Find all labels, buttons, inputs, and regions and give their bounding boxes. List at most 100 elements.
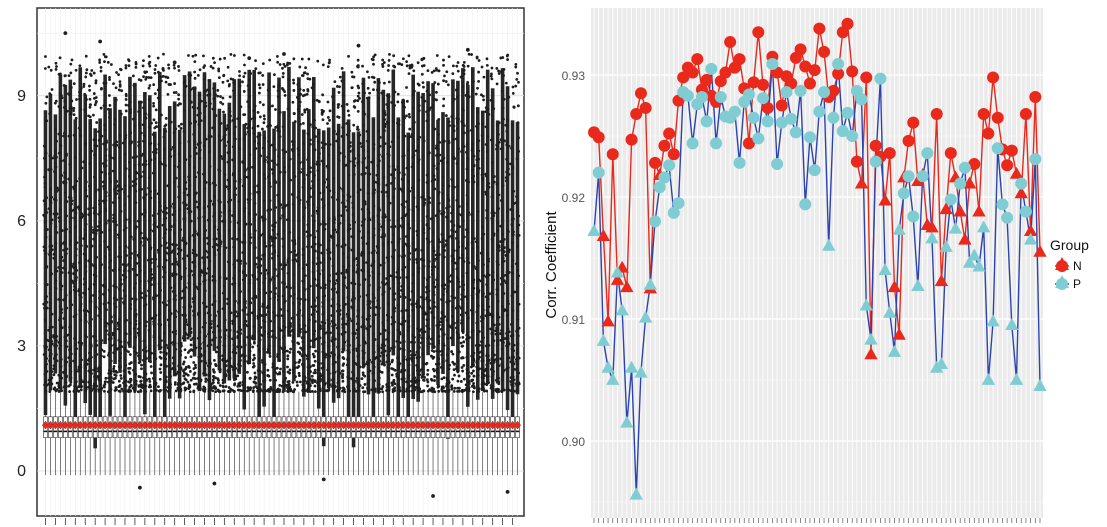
boxplot-outlier (174, 309, 178, 313)
boxplot-outlier (398, 276, 402, 280)
boxplot-outlier (129, 110, 132, 114)
boxplot-outlier (342, 194, 345, 198)
boxplot-outlier (370, 360, 374, 364)
boxplot-outlier (440, 353, 444, 357)
boxplot-outlier (228, 107, 231, 110)
boxplot-outlier (453, 373, 456, 377)
boxplot-outlier (365, 261, 369, 264)
boxplot-outlier (123, 250, 127, 254)
boxplot-outlier (282, 294, 286, 298)
boxplot-outlier (128, 186, 132, 190)
boxplot-outlier (98, 58, 102, 62)
boxplot-outlier (292, 354, 296, 358)
boxplot-outlier (296, 147, 300, 151)
boxplot-outlier (397, 366, 400, 370)
boxplot-outlier (55, 190, 59, 193)
boxplot-outlier (336, 198, 339, 202)
boxplot-outlier (271, 362, 275, 366)
boxplot-outlier (460, 344, 464, 348)
boxplot-outlier (387, 385, 391, 389)
boxplot-outlier (347, 388, 351, 392)
boxplot-outlier (350, 281, 354, 285)
boxplot-outlier (72, 133, 76, 137)
boxplot-outlier (208, 259, 212, 263)
boxplot-outlier (232, 81, 236, 85)
boxplot-outlier (211, 338, 215, 342)
boxplot-outlier (44, 364, 47, 368)
boxplot-outlier (226, 140, 230, 144)
boxplot-outlier (65, 345, 69, 349)
boxplot-outlier (308, 339, 312, 343)
boxplot-outlier (202, 54, 205, 58)
boxplot-outlier (239, 259, 243, 263)
boxplot-outlier (321, 118, 325, 122)
boxplot-outlier (110, 320, 113, 324)
boxplot-outlier (301, 389, 305, 392)
boxplot-outlier (189, 88, 193, 91)
boxplot-outlier (60, 174, 64, 177)
boxplot-outlier (234, 367, 238, 370)
boxplot-outlier (219, 121, 223, 125)
boxplot-outlier (292, 390, 296, 394)
boxplot-outlier (336, 115, 340, 119)
boxplot-outlier-column (133, 82, 137, 392)
boxplot-outlier (178, 141, 182, 145)
boxplot-outlier (59, 143, 63, 147)
boxplot-outlier (141, 386, 145, 390)
boxplot-outlier (109, 180, 112, 184)
boxplot-outlier (65, 247, 69, 251)
boxplot-outlier (154, 357, 158, 361)
boxplot-outlier (65, 200, 69, 203)
boxplot-outlier (193, 371, 197, 375)
boxplot-outlier (143, 210, 147, 214)
boxplot-outlier (108, 346, 112, 350)
boxplot-outlier (124, 66, 128, 70)
boxplot-outlier (147, 125, 151, 129)
boxplot-outlier (111, 333, 115, 337)
boxplot-outlier (201, 256, 205, 260)
boxplot-outlier (457, 374, 461, 378)
boxplot-outlier (237, 382, 241, 386)
boxplot-outlier (68, 162, 72, 166)
boxplot-outlier (291, 100, 295, 104)
boxplot-outlier (372, 159, 376, 163)
boxplot-outlier (385, 383, 389, 387)
boxplot-outlier (256, 190, 259, 194)
boxplot-outlier (432, 281, 436, 284)
boxplot-outlier (466, 360, 470, 364)
boxplot-outlier (398, 389, 402, 393)
boxplot-outlier (117, 73, 120, 77)
boxplot-outlier (211, 303, 215, 307)
boxplot-outlier (350, 377, 354, 381)
boxplot-outlier (80, 358, 83, 362)
boxplot-outlier (221, 357, 225, 361)
boxplot-outlier (269, 124, 272, 128)
boxplot-outlier (104, 148, 108, 151)
boxplot-outlier (84, 71, 88, 75)
boxplot-outlier (58, 208, 62, 212)
boxplot-outlier (451, 196, 455, 199)
boxplot-outlier (429, 354, 433, 358)
boxplot-outlier (322, 275, 326, 279)
boxplot-outlier (154, 64, 158, 67)
boxplot-outlier (299, 122, 302, 126)
boxplot-outlier (410, 379, 413, 383)
boxplot-outlier (345, 286, 349, 290)
boxplot-outlier (427, 226, 431, 230)
boxplot-outlier (166, 184, 170, 188)
boxplot-outlier (386, 363, 390, 367)
boxplot-outlier (268, 185, 272, 189)
boxplot-outlier (172, 362, 175, 365)
boxplot-outlier (108, 78, 111, 82)
boxplot-outlier (123, 380, 126, 384)
boxplot-outlier (80, 166, 84, 170)
boxplot-outlier (402, 154, 406, 157)
boxplot-outlier (440, 320, 444, 324)
boxplot-outlier (209, 102, 212, 106)
boxplot-outlier (231, 173, 235, 177)
boxplot-outlier (72, 208, 76, 212)
boxplot-outlier (402, 377, 406, 381)
boxplot-outlier (427, 289, 431, 293)
boxplot-outlier (263, 136, 267, 140)
boxplot-outlier (467, 381, 471, 385)
